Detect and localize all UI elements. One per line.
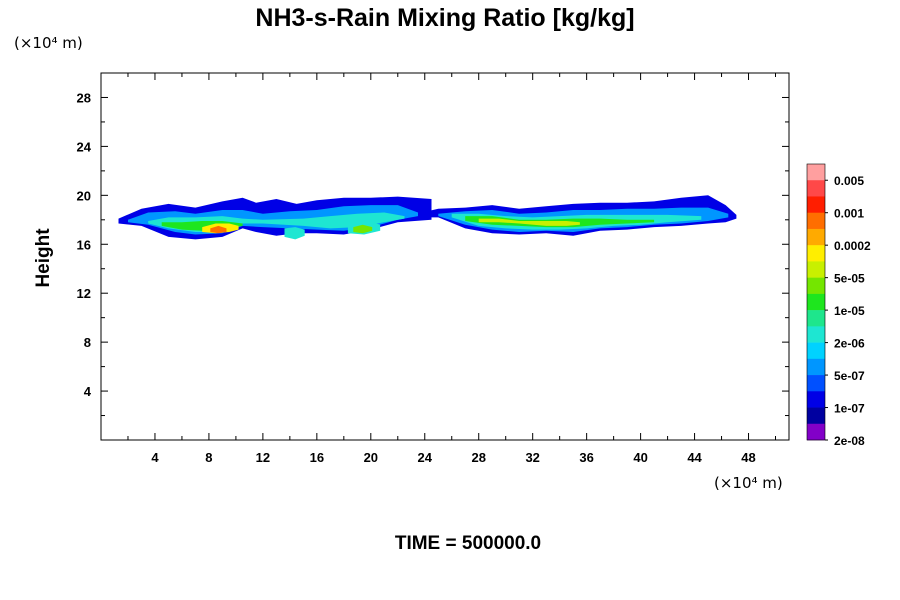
colorbar-swatch	[807, 180, 825, 197]
x-axis-unit: (×10⁴ m)	[714, 474, 783, 492]
colorbar-swatch	[807, 277, 825, 295]
colorbar-swatch	[807, 212, 825, 230]
x-tick-label: 32	[525, 450, 539, 465]
x-tick-label: 36	[579, 450, 593, 465]
y-tick-label: 28	[77, 90, 91, 105]
y-tick-label: 20	[77, 188, 91, 203]
contour-blob-4	[284, 227, 305, 240]
y-axis-unit: (×10⁴ m)	[14, 34, 83, 52]
x-tick-label: 48	[741, 450, 755, 465]
y-tick-label: 8	[84, 335, 91, 350]
colorbar-swatch	[807, 391, 825, 408]
colorbar-label: 2e-06	[834, 337, 865, 351]
time-label: TIME = 500000.0	[395, 533, 541, 554]
y-tick-label: 24	[77, 139, 92, 154]
contour-blob-1-orange	[210, 225, 227, 234]
colorbar-swatch	[807, 196, 825, 214]
colorbar-label: 1e-07	[834, 402, 865, 416]
colorbar-label: 5e-05	[834, 272, 865, 286]
colorbar-swatch	[807, 358, 825, 376]
colorbar-swatch	[807, 245, 825, 262]
colorbar-swatch	[807, 310, 825, 327]
x-tick-label: 12	[256, 450, 270, 465]
y-axis-label: Height	[33, 228, 54, 288]
x-tick-label: 40	[633, 450, 647, 465]
y-tick-label: 4	[84, 384, 92, 399]
colorbar: 0.005 0.001 0.0002 5e-05 1e-05 2e-06 5e-07 1e-0…	[806, 163, 871, 448]
colorbar-swatch	[807, 342, 825, 360]
x-tick-label: 20	[364, 450, 378, 465]
y-tick-label: 16	[77, 237, 91, 252]
x-tick-label: 24	[418, 450, 433, 465]
colorbar-swatch	[807, 293, 825, 311]
colorbar-frame	[806, 163, 826, 441]
colorbar-label: 0.0002	[834, 239, 871, 253]
x-tick-label: 4	[151, 450, 159, 465]
colorbar-swatch	[807, 423, 825, 441]
plot-area-data	[118, 195, 737, 240]
colorbar-label: 2e-08	[834, 434, 865, 448]
colorbar-swatch	[807, 375, 825, 392]
colorbar-label: 0.001	[834, 207, 864, 221]
colorbar-swatch	[807, 326, 825, 343]
colorbar-swatch	[807, 228, 825, 246]
colorbar-label: 1e-05	[834, 304, 865, 318]
contour-blob-2-yellow	[478, 218, 580, 226]
y-tick-label: 12	[77, 286, 91, 301]
x-tick-label: 28	[471, 450, 485, 465]
colorbar-label: 5e-07	[834, 369, 865, 383]
plot-frame	[100, 72, 790, 441]
colorbar-swatch	[807, 261, 825, 278]
x-tick-label: 44	[687, 450, 702, 465]
x-tick-label: 8	[205, 450, 212, 465]
chart-title: NH3-s-Rain Mixing Ratio [kg/kg]	[255, 4, 634, 32]
colorbar-swatch	[807, 407, 825, 425]
colorbar-label: 0.005	[834, 174, 864, 188]
x-tick-label: 16	[310, 450, 324, 465]
colorbar-swatch	[807, 164, 825, 181]
contour-blob-3-green	[353, 224, 373, 234]
